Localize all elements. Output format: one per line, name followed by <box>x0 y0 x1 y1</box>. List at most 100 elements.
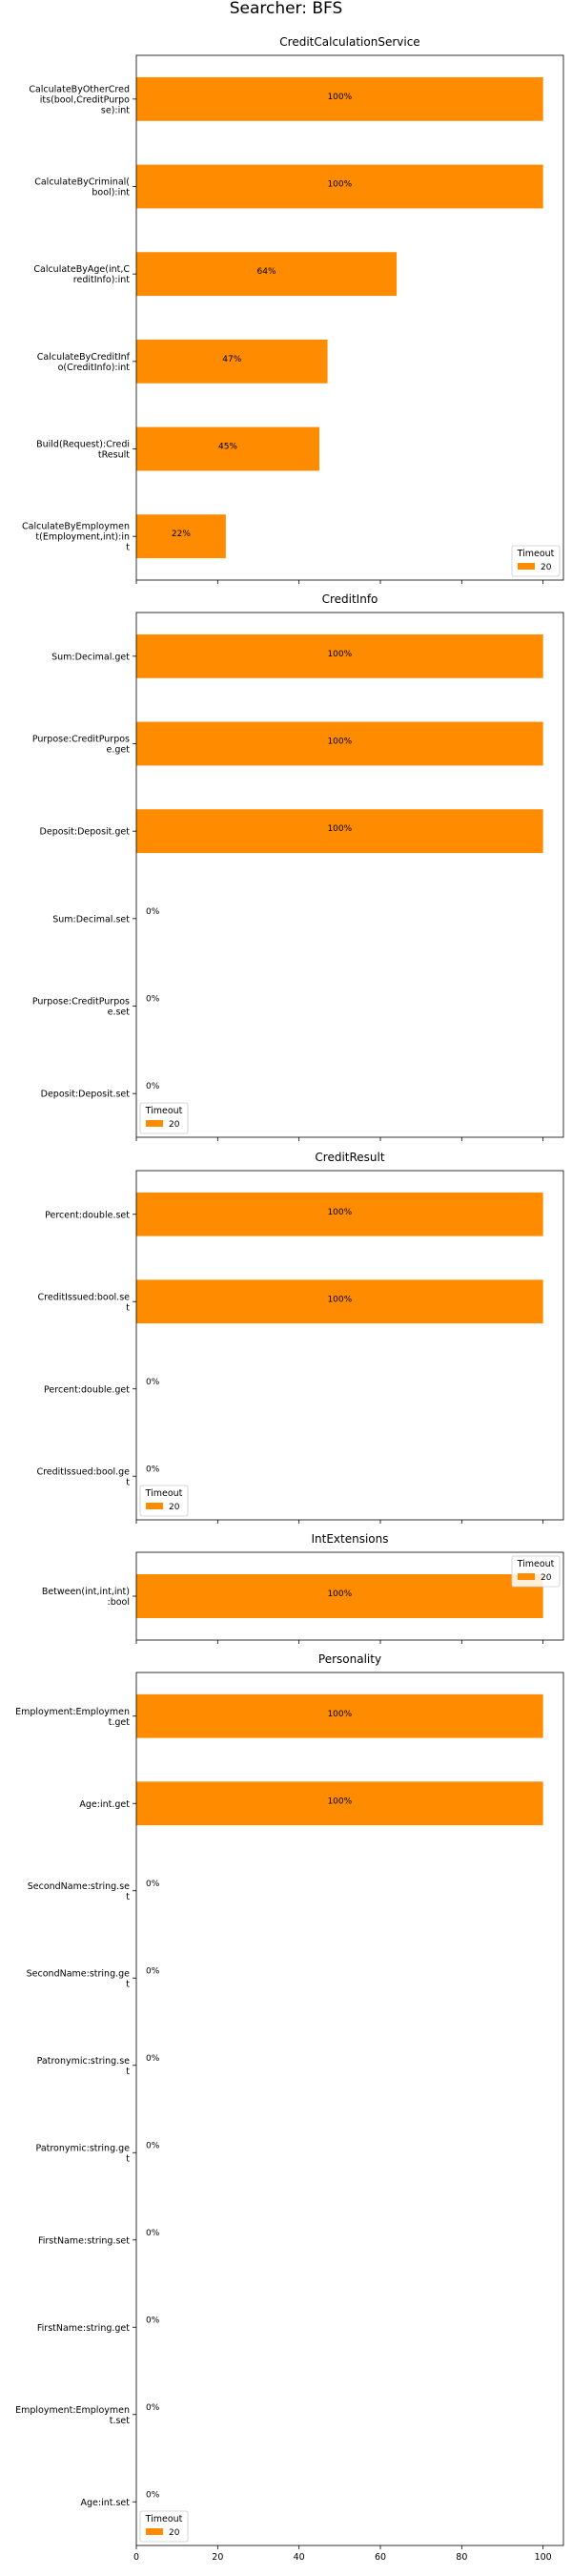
bar <box>136 809 543 854</box>
legend-swatch <box>518 563 535 570</box>
legend: Timeout 20 <box>511 545 561 577</box>
axes-frame <box>135 1170 564 1521</box>
x-tick-label: 0 <box>133 2552 139 2563</box>
legend-entry: 20 <box>169 1120 180 1130</box>
bar-value-label: 0% <box>146 2054 160 2064</box>
bar-value-label: 0% <box>146 1880 160 1889</box>
y-tick-label: SecondName:string.ge t <box>27 1968 131 1989</box>
y-tick-label: Deposit:Deposit.set <box>41 1090 131 1100</box>
axes-frame <box>135 1672 564 2546</box>
legend-entry: 20 <box>169 1503 180 1512</box>
bar-value-label: 100% <box>327 1797 352 1806</box>
y-tick-label: Sum:Decimal.get <box>51 652 130 662</box>
y-tick-label: CalculateByCriminal(bool):int <box>34 177 130 198</box>
y-tick-label: SecondName:string.se t <box>28 1881 131 1902</box>
y-tick-label: Employment:Employmen t.set <box>15 2405 130 2426</box>
bar <box>136 1574 543 1618</box>
bar-value-label: 100% <box>327 1295 352 1304</box>
y-tick-label: Sum:Decimal.set <box>52 914 130 924</box>
bar-value-label: 0% <box>146 2490 160 2500</box>
bar-value-label: 22% <box>172 530 191 539</box>
subplot-2: CreditResult 100% Percent:double.set 100% Cr… <box>36 1151 564 1524</box>
bar-value-label: 100% <box>327 1589 352 1599</box>
bar-value-label: 64% <box>257 267 276 277</box>
legend-swatch <box>146 2528 163 2535</box>
subplot-title: IntExtensions <box>311 1532 388 1546</box>
y-tick-label: Age:int.set <box>81 2498 131 2508</box>
subplot-title: CreditCalculationService <box>279 35 419 49</box>
bar-value-label: 0% <box>146 1082 160 1091</box>
y-tick-label: Percent:double.set <box>45 1210 130 1220</box>
bar-value-label: 0% <box>146 1966 160 1976</box>
y-tick-label: CalculateByEmploymen t(Employment,int):in… <box>22 522 130 553</box>
bar-value-label: 0% <box>146 2403 160 2413</box>
bar-value-label: 45% <box>218 443 237 452</box>
bar-value-label: 100% <box>327 650 352 659</box>
y-tick-label: CalculateByCreditInf o(CreditInfo):int <box>37 352 131 373</box>
legend: Timeout 20 <box>139 2510 189 2543</box>
x-tick-label: 20 <box>212 2552 223 2563</box>
y-tick-label: CalculateByOtherCred its(bool,CreditPurpo… <box>29 84 130 115</box>
y-tick-label: FirstName:string.get <box>37 2323 130 2334</box>
y-tick-label: Age:int.get <box>79 1799 130 1810</box>
axes-frame <box>135 1551 564 1641</box>
axes-frame <box>135 54 564 581</box>
bar <box>136 252 398 297</box>
bar-value-label: 0% <box>146 1465 160 1474</box>
y-tick-label: Between(int,int,int):bool <box>42 1587 130 1608</box>
y-tick-label: Employment:Employmen t.get <box>15 1707 130 1728</box>
bar <box>136 1693 543 1738</box>
legend-title: Timeout <box>517 1559 555 1569</box>
subplot-4: Personality 100% Employment:Employmen t.get… <box>15 1652 564 2563</box>
figure-title: Searcher: BFS <box>230 0 343 18</box>
subplot-title: CreditInfo <box>322 592 378 606</box>
bar-value-label: 0% <box>146 907 160 917</box>
y-tick-label: CreditIssued:bool.ge t <box>36 1466 130 1487</box>
bar-value-label: 0% <box>146 2141 160 2150</box>
legend-swatch <box>518 1573 535 1580</box>
bar-value-label: 0% <box>146 995 160 1005</box>
legend-swatch <box>146 1120 163 1127</box>
bar <box>136 514 226 559</box>
x-tick-label: 100 <box>535 2552 552 2563</box>
y-tick-label: CreditIssued:bool.se t <box>38 1292 131 1313</box>
x-tick-label: 80 <box>456 2552 467 2563</box>
bar <box>136 1279 543 1324</box>
x-tick-label: 40 <box>294 2552 305 2563</box>
y-tick-label: Purpose:CreditPurpos e.get <box>32 735 130 756</box>
bar-value-label: 100% <box>327 824 352 834</box>
legend: Timeout 20 <box>139 1102 189 1134</box>
bar <box>136 1192 543 1236</box>
y-tick-label: CalculateByAge(int,C reditInfo):int <box>33 264 130 285</box>
legend: Timeout 20 <box>511 1555 561 1588</box>
subplot-3: IntExtensions 100% Between(int,int,int):bo… <box>42 1532 564 1644</box>
y-tick-label: FirstName:string.set <box>38 2235 130 2246</box>
bar-value-label: 100% <box>327 93 352 102</box>
y-tick-label: Build(Request):Credi tResult <box>36 440 130 461</box>
bar-value-label: 100% <box>327 1710 352 1719</box>
legend-entry: 20 <box>541 1573 552 1583</box>
y-tick-label: Purpose:CreditPurpos e.set <box>32 997 130 1018</box>
bar <box>136 634 543 678</box>
bar <box>136 721 543 766</box>
bar <box>136 1781 543 1826</box>
y-tick-label: Patronymic:string.se t <box>37 2056 131 2077</box>
y-tick-label: Patronymic:string.ge t <box>36 2143 131 2164</box>
bar-value-label: 0% <box>146 2229 160 2238</box>
legend-title: Timeout <box>145 1488 183 1499</box>
subplot-title: CreditResult <box>315 1151 384 1164</box>
bar-value-label: 0% <box>146 2316 160 2325</box>
y-tick-label: Percent:double.get <box>44 1384 130 1395</box>
bar-value-label: 100% <box>327 1208 352 1217</box>
subplot-0: CreditCalculationService 100% CalculateByO… <box>22 35 564 584</box>
bar-value-label: 47% <box>222 355 241 364</box>
bar <box>136 426 319 471</box>
subplot-1: CreditInfo 100% Sum:Decimal.get 100% Purpose… <box>32 592 564 1141</box>
legend: Timeout 20 <box>139 1485 189 1517</box>
y-tick-label: Deposit:Deposit.get <box>40 827 131 838</box>
subplot-title: Personality <box>318 1652 381 1666</box>
axes-frame <box>135 612 564 1138</box>
legend-title: Timeout <box>517 549 555 559</box>
